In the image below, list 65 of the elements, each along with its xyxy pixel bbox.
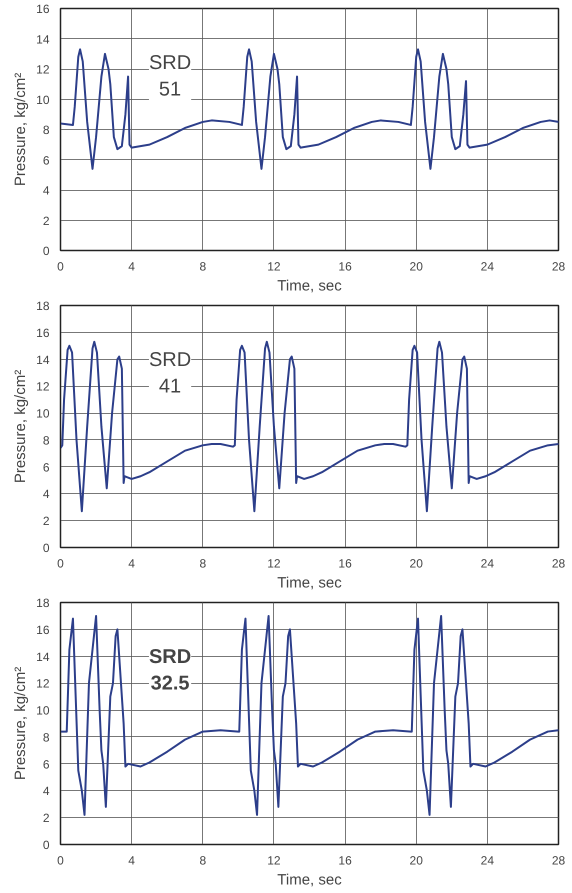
y-tick-label: 12 (36, 62, 50, 76)
x-tick-label: 8 (199, 854, 206, 868)
x-tick-label: 0 (57, 556, 64, 570)
y-tick-label: 16 (36, 2, 50, 16)
x-tick-label: 28 (552, 854, 566, 868)
x-tick-label: 24 (480, 854, 494, 868)
y-tick-label: 12 (36, 380, 50, 394)
x-tick-label: 4 (128, 854, 136, 868)
y-tick-label: 16 (36, 622, 50, 637)
y-tick-label: 8 (42, 730, 50, 744)
x-tick-label: 0 (57, 854, 64, 868)
annotation: SRD 51 (148, 52, 192, 100)
y-tick-label: 4 (42, 184, 50, 198)
y-tick-label: 2 (42, 811, 50, 826)
line-series (60, 614, 558, 816)
x-tick-label: 24 (480, 260, 494, 274)
y-tick-label: 2 (42, 514, 50, 528)
y-tick-label: 6 (42, 153, 50, 168)
y-tick-label: 14 (36, 32, 50, 46)
y-tick-label: 12 (36, 676, 50, 691)
x-tick-label: 12 (267, 556, 281, 570)
y-tick-label: 0 (42, 541, 50, 555)
y-tick-label: 16 (36, 326, 50, 340)
x-tick-label: 20 (410, 854, 424, 868)
y-tick-label: 0 (42, 838, 50, 852)
x-tick-label: 16 (338, 854, 352, 868)
annotation: SRD 41 (148, 349, 192, 398)
x-tick-label: 8 (199, 260, 206, 274)
x-axis-title: Time, sec (277, 278, 342, 294)
line-series (60, 340, 558, 512)
y-axis-title: Pressure, kg/cm² (12, 666, 30, 780)
x-tick-label: 4 (128, 260, 136, 274)
x-axis-title: Time, sec (277, 872, 342, 888)
y-tick-label: 8 (42, 433, 50, 448)
y-axis-title: Pressure, kg/cm² (12, 72, 30, 186)
y-axis-title: Pressure, kg/cm² (12, 370, 30, 484)
x-axis-title: Time, sec (277, 574, 342, 592)
x-tick-label: 16 (338, 556, 352, 570)
y-tick-label: 4 (42, 784, 50, 798)
y-tick-label: 18 (36, 299, 50, 313)
y-tick-label: 6 (42, 757, 50, 772)
line-series (60, 48, 558, 170)
y-tick-label: 18 (36, 596, 50, 610)
y-tick-label: 8 (42, 123, 50, 137)
x-tick-label: 20 (410, 260, 424, 274)
y-tick-label: 10 (36, 704, 50, 718)
annotation: SRD 32.5 (148, 646, 192, 694)
x-tick-label: 20 (410, 556, 424, 570)
y-tick-label: 0 (42, 244, 50, 258)
x-tick-label: 28 (552, 556, 566, 570)
y-tick-label: 10 (36, 92, 50, 107)
x-tick-label: 0 (57, 260, 64, 274)
x-tick-label: 4 (128, 556, 136, 570)
x-tick-label: 12 (267, 260, 281, 274)
y-tick-label: 14 (36, 650, 50, 664)
x-tick-label: 24 (480, 556, 494, 570)
y-tick-label: 6 (42, 460, 50, 474)
y-tick-label: 2 (42, 214, 50, 228)
y-tick-label: 4 (42, 487, 50, 502)
y-tick-label: 10 (36, 406, 50, 421)
y-tick-label: 14 (36, 352, 50, 367)
x-tick-label: 16 (338, 260, 352, 274)
x-tick-label: 12 (267, 854, 281, 868)
x-tick-label: 28 (552, 260, 566, 274)
x-tick-label: 8 (199, 556, 206, 570)
